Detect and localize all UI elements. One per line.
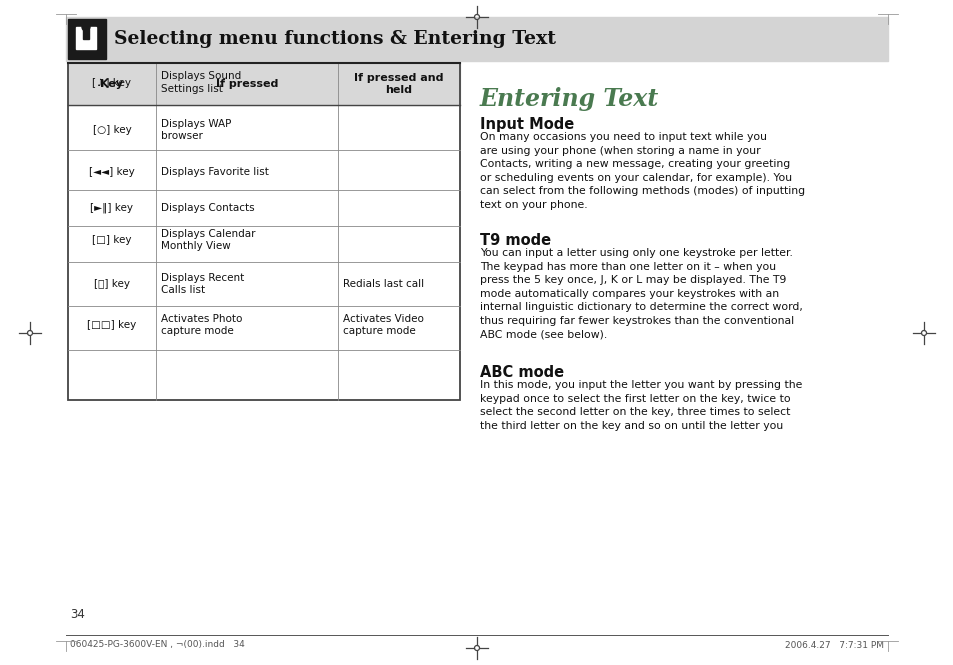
Text: Input Mode: Input Mode (479, 117, 574, 132)
Text: Redials last call: Redials last call (343, 279, 424, 289)
Text: [⌢] key: [⌢] key (94, 279, 130, 289)
Text: On many occasions you need to input text while you
are using your phone (when st: On many occasions you need to input text… (479, 132, 804, 210)
Text: Displays Favorite list: Displays Favorite list (161, 167, 269, 177)
Text: [►‖] key: [►‖] key (91, 203, 133, 213)
Bar (68, 63, 459, 105)
Text: 2006.4.27   7:7:31 PM: 2006.4.27 7:7:31 PM (784, 640, 883, 650)
Text: Displays Sound
Settings list: Displays Sound Settings list (161, 71, 241, 94)
Text: Activates Photo
capture mode: Activates Photo capture mode (161, 314, 242, 336)
Text: 060425-PG-3600V-EN , ¬(00).indd   34: 060425-PG-3600V-EN , ¬(00).indd 34 (70, 640, 245, 650)
Text: In this mode, you input the letter you want by pressing the
keypad once to selec: In this mode, you input the letter you w… (479, 380, 801, 431)
Text: Displays WAP
browser: Displays WAP browser (161, 119, 232, 141)
Text: Activates Video
capture mode: Activates Video capture mode (343, 314, 423, 336)
Text: If pressed and
held: If pressed and held (354, 72, 443, 95)
Text: Selecting menu functions & Entering Text: Selecting menu functions & Entering Text (113, 30, 556, 48)
Text: Key: Key (100, 79, 123, 89)
Text: [□] key: [□] key (92, 235, 132, 245)
Text: If pressed: If pressed (215, 79, 278, 89)
Bar (68, 63, 459, 400)
Text: [♫] key: [♫] key (92, 78, 132, 88)
Text: Entering Text: Entering Text (479, 87, 659, 111)
Text: Displays Recent
Calls list: Displays Recent Calls list (161, 273, 244, 295)
Text: [○] key: [○] key (92, 125, 132, 135)
Text: Displays Contacts: Displays Contacts (161, 203, 254, 213)
Text: 34: 34 (70, 608, 85, 622)
Text: You can input a letter using only one keystroke per letter.
The keypad has more : You can input a letter using only one ke… (479, 248, 802, 340)
Text: ABC mode: ABC mode (479, 365, 563, 380)
Bar (83, 29, 89, 39)
Bar (66, 17, 887, 61)
Bar (76, 27, 96, 49)
Text: T9 mode: T9 mode (479, 233, 551, 248)
Text: Displays Calendar
Monthly View: Displays Calendar Monthly View (161, 229, 255, 251)
Bar (68, 19, 106, 59)
Text: [□□] key: [□□] key (88, 320, 136, 330)
Circle shape (82, 23, 90, 31)
Text: [◄◄] key: [◄◄] key (89, 167, 134, 177)
